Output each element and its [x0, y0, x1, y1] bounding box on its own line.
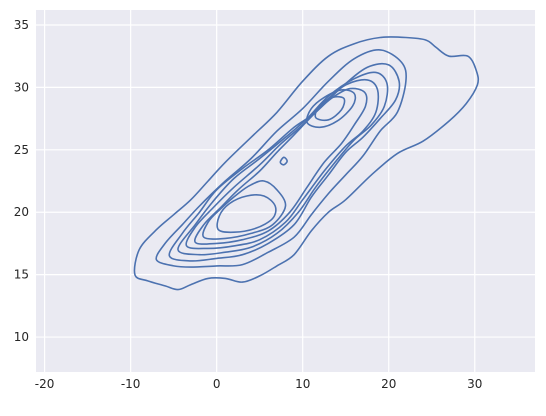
y-tick-label: 35	[14, 18, 29, 32]
contour-line-level-2	[155, 49, 407, 268]
contour-line-level-5	[185, 78, 380, 250]
contour-line-level-7	[202, 180, 287, 240]
x-axis-ticks: -20 -10 0 10 20 30	[35, 377, 483, 391]
y-tick-label: 25	[14, 143, 29, 157]
contour-line-level-8	[314, 95, 346, 122]
contour-line-level-7	[305, 88, 357, 129]
x-tick-label: -20	[35, 377, 55, 391]
y-tick-label: 15	[14, 268, 29, 282]
y-tick-label: 10	[14, 330, 29, 344]
y-tick-label: 20	[14, 205, 29, 219]
x-tick-label: 20	[381, 377, 396, 391]
grid-lines	[36, 10, 535, 372]
contour-line-level-3	[168, 62, 401, 262]
x-tick-label: 10	[295, 377, 310, 391]
plot-background	[36, 10, 535, 372]
x-tick-label: -10	[121, 377, 141, 391]
y-tick-label: 30	[14, 80, 29, 94]
x-tick-label: 0	[213, 377, 221, 391]
contour-line-level-1	[133, 36, 480, 291]
y-axis-ticks: 10 15 20 25 30 35	[14, 18, 29, 344]
contour-line-level-4	[177, 71, 389, 256]
x-tick-label: 30	[467, 377, 482, 391]
contour-line-level-6	[193, 87, 368, 245]
contour-line-level-9	[279, 156, 288, 166]
contour-lines	[133, 36, 480, 291]
contour-line-level-8	[216, 194, 277, 234]
